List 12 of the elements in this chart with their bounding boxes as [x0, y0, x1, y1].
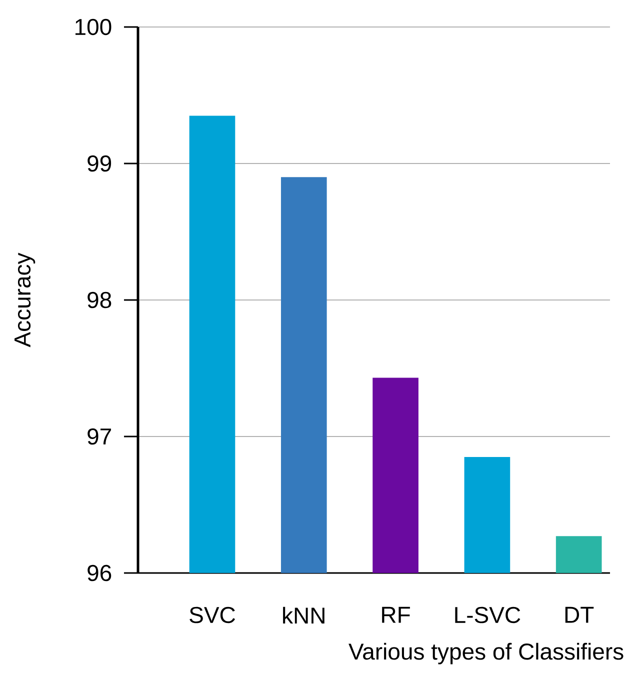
y-tick-label: 100: [76, 18, 112, 36]
y-tick-label: 98: [88, 292, 112, 308]
x-tick-label: SVC: [190, 606, 236, 624]
y-axis-title: Accuracy: [14, 252, 36, 348]
x-tick-label: L-SVC: [455, 606, 520, 624]
x-tick-label: DT: [565, 606, 594, 623]
y-tick-label: 99: [88, 155, 112, 172]
y-tick-label: 97: [88, 428, 111, 445]
x-tick-label: RF: [382, 606, 410, 623]
x-axis-title: Various types of Classifiers: [348, 642, 624, 664]
y-tick-label: 96: [88, 564, 112, 582]
x-tick-label: kNN: [283, 606, 324, 624]
